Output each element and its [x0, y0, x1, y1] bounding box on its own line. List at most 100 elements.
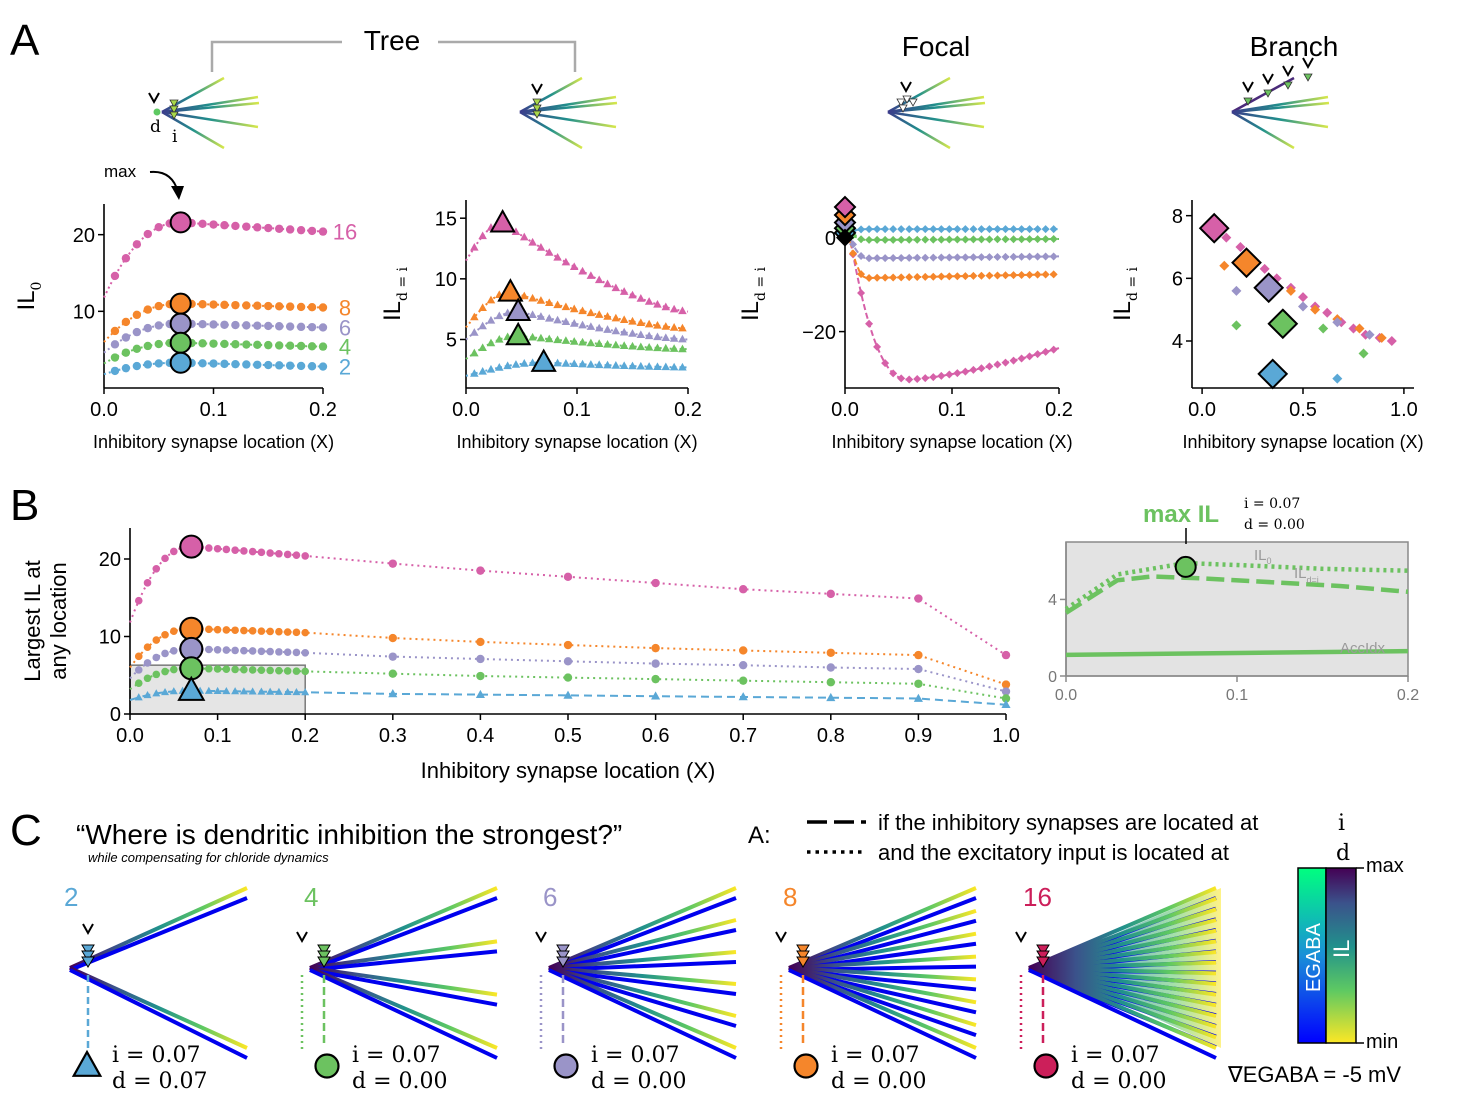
data-point: [1001, 694, 1011, 703]
inhibitory-synapse-icon: [1263, 89, 1273, 98]
legend-dashed-text: if the inhibitory synapses are located a…: [878, 810, 1258, 835]
y-tick-label: 8: [1172, 206, 1183, 228]
data-point: [889, 273, 898, 282]
data-point: [478, 321, 487, 330]
legend-dotted-var: d: [1336, 841, 1350, 866]
data-point: [110, 340, 120, 349]
data-point: [661, 343, 671, 352]
data-point: [937, 272, 946, 281]
data-point: [636, 361, 646, 370]
data-point: [969, 253, 978, 262]
dendrite-il: [548, 886, 737, 970]
data-point: [475, 689, 485, 698]
data-point: [993, 271, 1002, 280]
inhibitory-synapse-icon: [796, 944, 810, 956]
dendrite-il: [1028, 966, 1217, 1050]
data-point: [205, 664, 213, 673]
data-point: [266, 549, 274, 557]
data-point: [913, 375, 922, 384]
data-point: [301, 648, 310, 657]
data-point: [857, 289, 866, 298]
data-point: [669, 304, 679, 313]
data-point: [553, 252, 562, 261]
data-point: [857, 235, 866, 244]
data-point: [110, 353, 120, 362]
data-point: [520, 359, 529, 367]
data-point: [275, 322, 284, 331]
panel-label-b: B: [10, 481, 39, 530]
data-point: [873, 254, 882, 263]
data-point: [969, 235, 978, 244]
data-point: [961, 367, 970, 376]
data-point: [388, 559, 397, 568]
data-point: [651, 691, 661, 700]
data-point: [873, 225, 882, 234]
data-point: [285, 322, 295, 331]
data-point: [283, 667, 292, 675]
y-axis-label: ILd = i: [1109, 266, 1141, 321]
data-point: [198, 359, 207, 368]
data-point: [594, 339, 604, 347]
y-tick-label: 10: [99, 627, 121, 649]
inset-series-AccIdx: [1065, 648, 1409, 658]
inhibitory-synapse-icon: [1036, 944, 1050, 956]
dendrite-egaba: [548, 968, 737, 1060]
data-point: [470, 328, 479, 336]
dendrite-egaba: [69, 968, 248, 1060]
result-marker: [1033, 1053, 1059, 1079]
data-point: [205, 645, 213, 654]
data-point: [520, 291, 529, 300]
dendrite-egaba: [69, 896, 248, 972]
result-marker: [553, 1053, 579, 1079]
data-point: [1025, 252, 1034, 261]
data-point: [132, 344, 142, 354]
dendrite-il: [309, 966, 498, 997]
data-point: [121, 254, 131, 263]
inset-title: max IL i = 0.07 d = 0.00: [1143, 496, 1305, 544]
data-point: [929, 373, 938, 382]
peak-marker: [505, 321, 532, 346]
inhibitory-synapse-icon: [169, 111, 179, 120]
data-point: [1041, 270, 1050, 279]
data-point: [240, 665, 248, 674]
data-point: [134, 693, 143, 701]
data-point: [1017, 225, 1026, 234]
data-point: [569, 319, 579, 327]
data-point: [644, 331, 654, 340]
data-point: [205, 544, 213, 552]
data-point: [921, 272, 930, 281]
data-point: [143, 341, 152, 351]
colorbar-min: min: [1366, 1031, 1398, 1053]
data-point: [578, 306, 587, 315]
data-point: [257, 647, 266, 656]
data-point: [143, 643, 152, 652]
data-point: [653, 362, 662, 370]
data-point: [520, 232, 529, 241]
data-point: [914, 664, 923, 674]
data-point: [528, 310, 537, 318]
data-point: [739, 676, 748, 685]
data-point: [653, 300, 662, 308]
data-point: [132, 310, 142, 320]
data-point: [1033, 350, 1042, 359]
result-marker: [71, 1049, 103, 1077]
inhibitory-synapse-icon: [1283, 81, 1293, 90]
data-point: [388, 652, 397, 661]
peak-marker: [497, 278, 524, 302]
data-point: [619, 341, 629, 349]
dendrite-il: [548, 918, 737, 970]
data-point: [636, 318, 646, 327]
data-point: [248, 666, 257, 674]
data-point: [231, 665, 239, 674]
data-point: [1332, 373, 1343, 384]
data-point: [1001, 687, 1011, 696]
data-point: [594, 323, 604, 332]
y-tick-label: 0: [110, 704, 121, 726]
data-point: [209, 300, 218, 309]
data-point: [881, 225, 890, 234]
tree-fill: [1041, 888, 1221, 1048]
data-point: [169, 687, 178, 695]
data-point: [275, 549, 283, 558]
data-point: [511, 227, 521, 235]
